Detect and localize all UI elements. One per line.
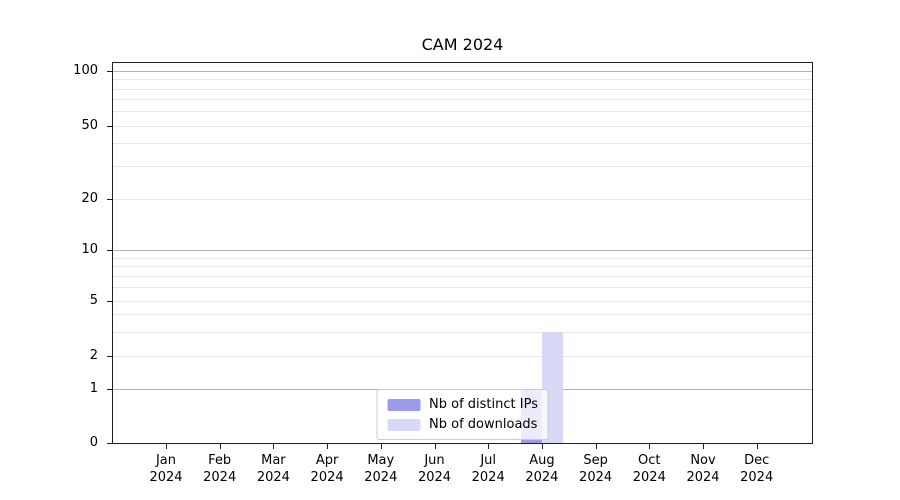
- legend-swatch-distinct-ips: [387, 398, 421, 411]
- major-gridline: [113, 249, 812, 251]
- x-tick-label: Aug 2024: [525, 453, 559, 485]
- x-tick-label: Jan 2024: [149, 453, 183, 485]
- y-tick: [107, 300, 112, 302]
- y-tick: [107, 125, 112, 127]
- legend-swatch-downloads: [387, 418, 421, 431]
- x-tick-label: Nov 2024: [686, 453, 720, 485]
- x-tick: [166, 444, 167, 449]
- minor-gridline: [113, 300, 812, 302]
- minor-gridline: [113, 276, 812, 278]
- y-tick-label: 100: [73, 62, 98, 78]
- x-tick: [541, 444, 543, 449]
- y-tick: [107, 249, 112, 251]
- y-tick: [107, 389, 112, 391]
- legend-item-downloads: Nb of downloads: [387, 417, 538, 432]
- y-tick-label: 20: [81, 190, 98, 206]
- legend-item-distinct-ips: Nb of distinct IPs: [387, 397, 538, 412]
- x-tick: [380, 444, 382, 449]
- x-tick: [703, 444, 704, 449]
- minor-gridline: [113, 266, 812, 268]
- x-tick: [273, 444, 275, 449]
- legend: Nb of distinct IPs Nb of downloads: [376, 389, 549, 440]
- x-tick: [219, 444, 221, 449]
- y-axis: 0 1 2 5 10 20 50 100: [0, 62, 112, 450]
- x-axis: Jan 2024 Feb 2024 Mar 2024 Apr 2024 May 2024 Jun 20…: [113, 444, 812, 494]
- x-tick: [649, 444, 651, 449]
- minor-gridline: [113, 125, 812, 127]
- x-tick-label: Jul 2024: [471, 453, 505, 485]
- chart-title: CAM 2024: [421, 35, 504, 54]
- minor-gridline: [113, 88, 812, 90]
- minor-gridline: [113, 331, 812, 333]
- legend-label-distinct-ips: Nb of distinct IPs: [429, 397, 538, 412]
- y-tick-label: 1: [89, 381, 98, 397]
- y-tick-label: 2: [89, 348, 98, 364]
- x-tick-label: Oct 2024: [632, 453, 666, 485]
- x-tick-label: Mar 2024: [256, 453, 290, 485]
- y-tick: [107, 443, 112, 444]
- x-tick-label: Sep 2024: [579, 453, 613, 485]
- legend-label-downloads: Nb of downloads: [429, 417, 538, 432]
- minor-gridline: [113, 166, 812, 168]
- minor-gridline: [113, 79, 812, 81]
- y-tick: [107, 198, 112, 200]
- minor-gridline: [113, 356, 812, 358]
- x-tick-label: Dec 2024: [740, 453, 774, 485]
- minor-gridline: [113, 314, 812, 316]
- y-tick: [107, 70, 112, 72]
- x-tick: [756, 444, 758, 449]
- y-tick: [107, 356, 112, 358]
- x-tick-label: Apr 2024: [310, 453, 344, 485]
- minor-gridline: [113, 257, 812, 259]
- minor-gridline: [113, 143, 812, 145]
- y-tick-label: 50: [81, 117, 98, 133]
- x-tick-label: Feb 2024: [203, 453, 237, 485]
- x-tick-label: May 2024: [364, 453, 398, 485]
- y-tick-label: 10: [81, 241, 98, 257]
- minor-gridline: [113, 287, 812, 289]
- y-tick-label: 5: [89, 292, 98, 308]
- y-tick-label: 0: [89, 435, 98, 450]
- x-tick: [434, 444, 436, 449]
- minor-gridline: [113, 198, 812, 200]
- x-tick-label: Jun 2024: [417, 453, 452, 485]
- minor-gridline: [113, 111, 812, 113]
- plot-area: Nb of distinct IPs Nb of downloads: [112, 62, 813, 444]
- minor-gridline: [113, 99, 812, 101]
- x-tick: [327, 444, 329, 449]
- x-tick: [595, 444, 597, 449]
- x-tick: [488, 444, 490, 449]
- major-gridline: [113, 70, 812, 72]
